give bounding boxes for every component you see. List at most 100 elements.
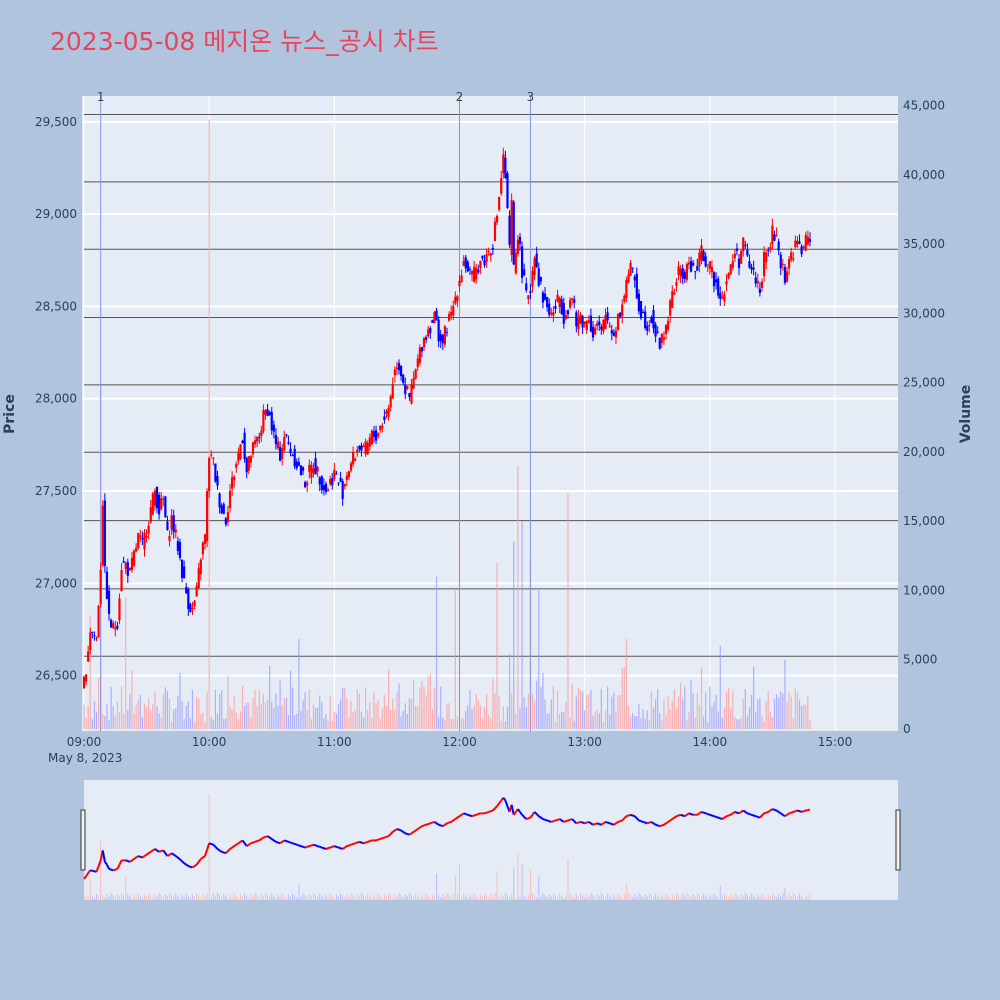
volume-bar [129,694,131,729]
slider-price-segment [168,852,173,856]
candle-body [783,267,787,283]
candle-body [443,326,446,345]
slider-price-segment [742,809,746,813]
candle-body [610,330,613,334]
slider-volume-bar [413,897,415,900]
candle-body [149,507,152,523]
slider-volume-bar [191,894,193,900]
volume-bar [406,714,408,729]
slider-volume-bar [415,893,417,900]
candle-body [629,262,632,276]
slider-volume-bar [294,895,296,900]
volume-bar [196,696,198,729]
slider-volume-bar [108,896,110,900]
candle-body [600,326,603,330]
slider-volume-bar [166,896,168,900]
slider-price-segment [398,828,402,832]
slider-price-segment [233,843,237,847]
candle-body [650,317,653,324]
slider-volume-bar [542,893,544,900]
candle-body [462,260,465,266]
volume-bar [156,706,158,729]
volume-bar [358,693,360,729]
slider-price-segment [454,816,458,820]
candle-body [608,325,611,327]
candle-body [82,676,86,689]
candle-body [671,291,674,308]
slider-price-segment [759,814,763,819]
volume-bar [775,694,778,729]
slider-volume-bar [400,895,402,900]
slider-volume-bar [335,894,337,900]
slider-volume-bar [429,897,431,900]
volume-bar [387,669,390,729]
slider-price-segment [607,821,611,825]
range-slider-right-handle[interactable] [895,809,901,871]
slider-volume-bar [496,871,498,900]
slider-volume-bar [202,894,204,900]
volume-bar [281,705,283,729]
slider-volume-bar [371,898,373,900]
slider-price-segment [313,843,316,847]
candle-body [550,312,553,315]
candle-body [316,467,319,472]
volume-bar [141,717,144,729]
volume-bar [317,707,319,729]
volume-bar [753,666,755,729]
slider-price-segment [553,819,556,823]
candle-body [750,267,753,270]
volume-bar [629,716,632,729]
candle-body [160,498,163,510]
slider-price-segment [538,815,542,819]
volume-bar [237,719,239,729]
candle-body [546,297,549,308]
candle-body [485,254,488,262]
x-tick-label: 10:00 [192,735,227,749]
range-slider-left-handle[interactable] [80,809,86,871]
slider-price-segment [319,845,323,849]
slider-volume-bar [225,895,227,900]
slider-price-segment [623,815,628,820]
slider-volume-bar [308,893,310,900]
volume-bar [504,721,506,729]
volume-bar [329,695,331,729]
volume-bar [506,706,509,729]
slider-volume-bar [481,896,483,900]
volume-bar [594,711,596,729]
slider-volume-bar [98,896,100,900]
slider-price-segment [642,820,646,824]
slider-volume-bar [809,893,811,900]
slider-price-segment [227,848,231,852]
slider-volume-bar [365,897,367,900]
slider-price-segment [269,836,273,840]
volume-bar [312,704,315,729]
candle-body [717,278,720,296]
volume-bar [296,713,298,729]
candle-body [170,515,173,530]
candle-body [205,491,209,542]
volume-bar [241,686,244,729]
slider-volume-bar [214,896,216,900]
range-slider[interactable] [84,780,898,900]
volume-bar [210,716,212,729]
candle-body [612,332,615,336]
volume-bar [323,718,325,729]
slider-price-segment [569,818,573,821]
volume-bar [715,694,717,729]
slider-volume-bar [171,894,173,900]
slider-volume-bar [396,896,398,900]
slider-volume-bar [402,897,404,900]
volume-bar [469,689,471,729]
slider-volume-bar [185,893,187,900]
candle-body [233,476,236,481]
slider-volume-bar [312,892,314,900]
volume-bar [106,704,108,729]
slider-price-segment [709,813,713,817]
slider-volume-bar [287,894,289,900]
slider-volume-bar [352,895,354,900]
slider-price-segment [432,820,435,824]
slider-volume-bar [315,894,317,900]
slider-price-segment [596,822,600,825]
candle-body [212,457,215,459]
candle-body [210,454,213,456]
